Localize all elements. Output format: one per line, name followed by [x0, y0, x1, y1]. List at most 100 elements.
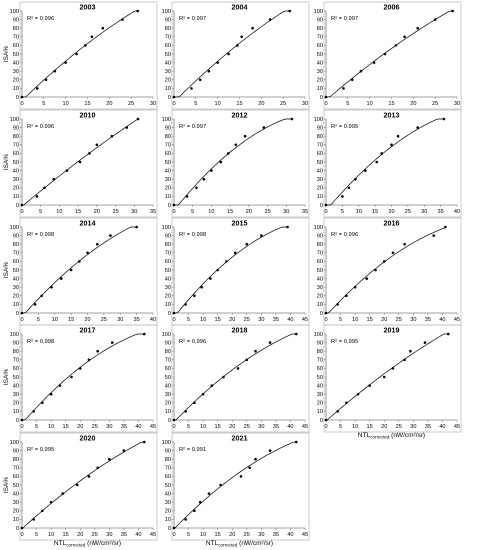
y-tick-label: 50 — [317, 268, 323, 274]
x-tick-label: 0 — [172, 424, 175, 430]
data-point — [122, 449, 126, 452]
x-tick-label: 0 — [172, 317, 175, 323]
data-point — [64, 61, 67, 64]
y-tick-label: 50 — [13, 52, 19, 58]
y-tick-label: 10 — [13, 409, 19, 415]
panel-title: 2017 — [80, 326, 96, 335]
x-tick-label: 0 — [20, 532, 23, 538]
x-tick-label: 35 — [438, 209, 444, 215]
y-tick-label: 30 — [317, 392, 323, 398]
y-tick-label: 0 — [168, 203, 171, 209]
y-tick-label: 50 — [165, 52, 171, 58]
x-label-unit: (nW/cm²/sr) — [237, 540, 273, 547]
data-point — [219, 160, 223, 164]
data-point — [190, 87, 193, 90]
x-tick-label: 25 — [396, 424, 402, 430]
chart-panel-2016: 2016 0 10 20 30 40 50 60 70 80 90 100 0 5 10 15 20 25 30 35… — [314, 217, 462, 326]
x-label-main: NTL — [54, 540, 67, 547]
y-tick-label: 10 — [317, 86, 323, 92]
y-tick-label: 30 — [317, 177, 323, 183]
trend-curve — [173, 441, 297, 529]
data-point — [84, 44, 87, 47]
panel-title: 2003 — [80, 3, 96, 12]
y-tick-label: 60 — [317, 259, 323, 265]
data-point — [236, 367, 240, 370]
data-point — [365, 277, 369, 280]
x-tick-label: 40 — [135, 532, 141, 538]
y-tick-label: 70 — [165, 251, 171, 257]
y-tick-label: 20 — [165, 294, 171, 300]
data-point — [41, 509, 44, 513]
data-point — [216, 61, 219, 64]
data-point — [364, 169, 367, 172]
chart-panel-2004: 2004 0 10 20 30 40 50 60 70 80 90 100 0 5 10 15 20 25 30 R²… — [162, 1, 310, 110]
x-tick-label: 10 — [48, 532, 54, 538]
y-tick-label: 60 — [317, 43, 323, 49]
y-tick-label: 70 — [317, 143, 323, 149]
x-tick-label: 10 — [200, 317, 206, 323]
x-tick-label: 0 — [20, 317, 23, 323]
y-tick-label: 90 — [165, 125, 171, 131]
x-tick-label: 15 — [227, 209, 233, 215]
y-tick-label: 10 — [165, 86, 171, 92]
data-point — [172, 311, 176, 315]
x-tick-label: 0 — [324, 209, 327, 215]
data-point — [374, 268, 377, 272]
y-tick-label: 100 — [10, 440, 19, 446]
y-tick-label: 10 — [165, 517, 171, 523]
data-point — [394, 44, 398, 47]
data-point — [43, 186, 46, 190]
y-tick-label: 20 — [13, 401, 19, 407]
data-point — [372, 61, 376, 64]
x-tick-label: 40 — [439, 424, 445, 430]
data-point — [136, 117, 140, 121]
data-point — [294, 440, 298, 444]
data-point — [416, 126, 420, 129]
x-tick-label: 10 — [63, 101, 69, 107]
data-point — [240, 35, 243, 39]
panel-title: 2018 — [232, 326, 248, 335]
x-tick-label: 10 — [352, 317, 358, 323]
data-point — [200, 285, 203, 289]
y-tick-label: 90 — [317, 125, 323, 131]
x-tick-label: 45 — [454, 424, 460, 430]
data-point — [446, 332, 450, 336]
x-tick-label: 15 — [215, 532, 221, 538]
r-squared-label: R² = 0.996 — [27, 16, 54, 22]
y-tick-label: 10 — [13, 302, 19, 308]
x-axis-label: NTLcorrected (nW/cm²/sr) — [206, 540, 273, 548]
y-tick-label: 20 — [13, 186, 19, 192]
data-point — [356, 392, 360, 396]
x-tick-label: 15 — [388, 101, 394, 107]
panel-frame — [19, 432, 158, 541]
x-tick-label: 10 — [367, 101, 373, 107]
x-tick-label: 15 — [84, 101, 90, 107]
chart-panel-2021: 2021 0 10 20 30 40 50 60 70 80 90 100 0 5 10 15 20 25 30 35… — [162, 432, 310, 548]
y-tick-label: 50 — [317, 52, 323, 58]
data-point — [227, 52, 230, 56]
y-tick-label: 80 — [165, 134, 171, 140]
y-tick-label: 50 — [13, 483, 19, 489]
data-point — [268, 341, 272, 344]
data-point — [207, 69, 211, 73]
y-tick-label: 90 — [317, 233, 323, 239]
y-tick-label: 60 — [13, 43, 19, 49]
x-label-sub: corrected — [370, 435, 390, 440]
x-tick-label: 25 — [405, 209, 411, 215]
data-point — [251, 26, 254, 30]
trend-curve — [174, 10, 290, 98]
y-tick-label: 80 — [165, 26, 171, 32]
y-tick-label: 60 — [13, 474, 19, 480]
data-point — [198, 500, 202, 504]
data-point — [195, 186, 198, 190]
x-tick-label: 5 — [187, 532, 190, 538]
x-tick-label: 20 — [388, 209, 394, 215]
data-point — [403, 358, 406, 362]
y-tick-label: 20 — [317, 294, 323, 300]
y-tick-label: 0 — [320, 418, 323, 424]
data-point — [380, 152, 383, 155]
y-tick-label: 0 — [16, 526, 19, 532]
data-point — [193, 294, 196, 298]
x-label-main: NTL — [206, 540, 219, 547]
